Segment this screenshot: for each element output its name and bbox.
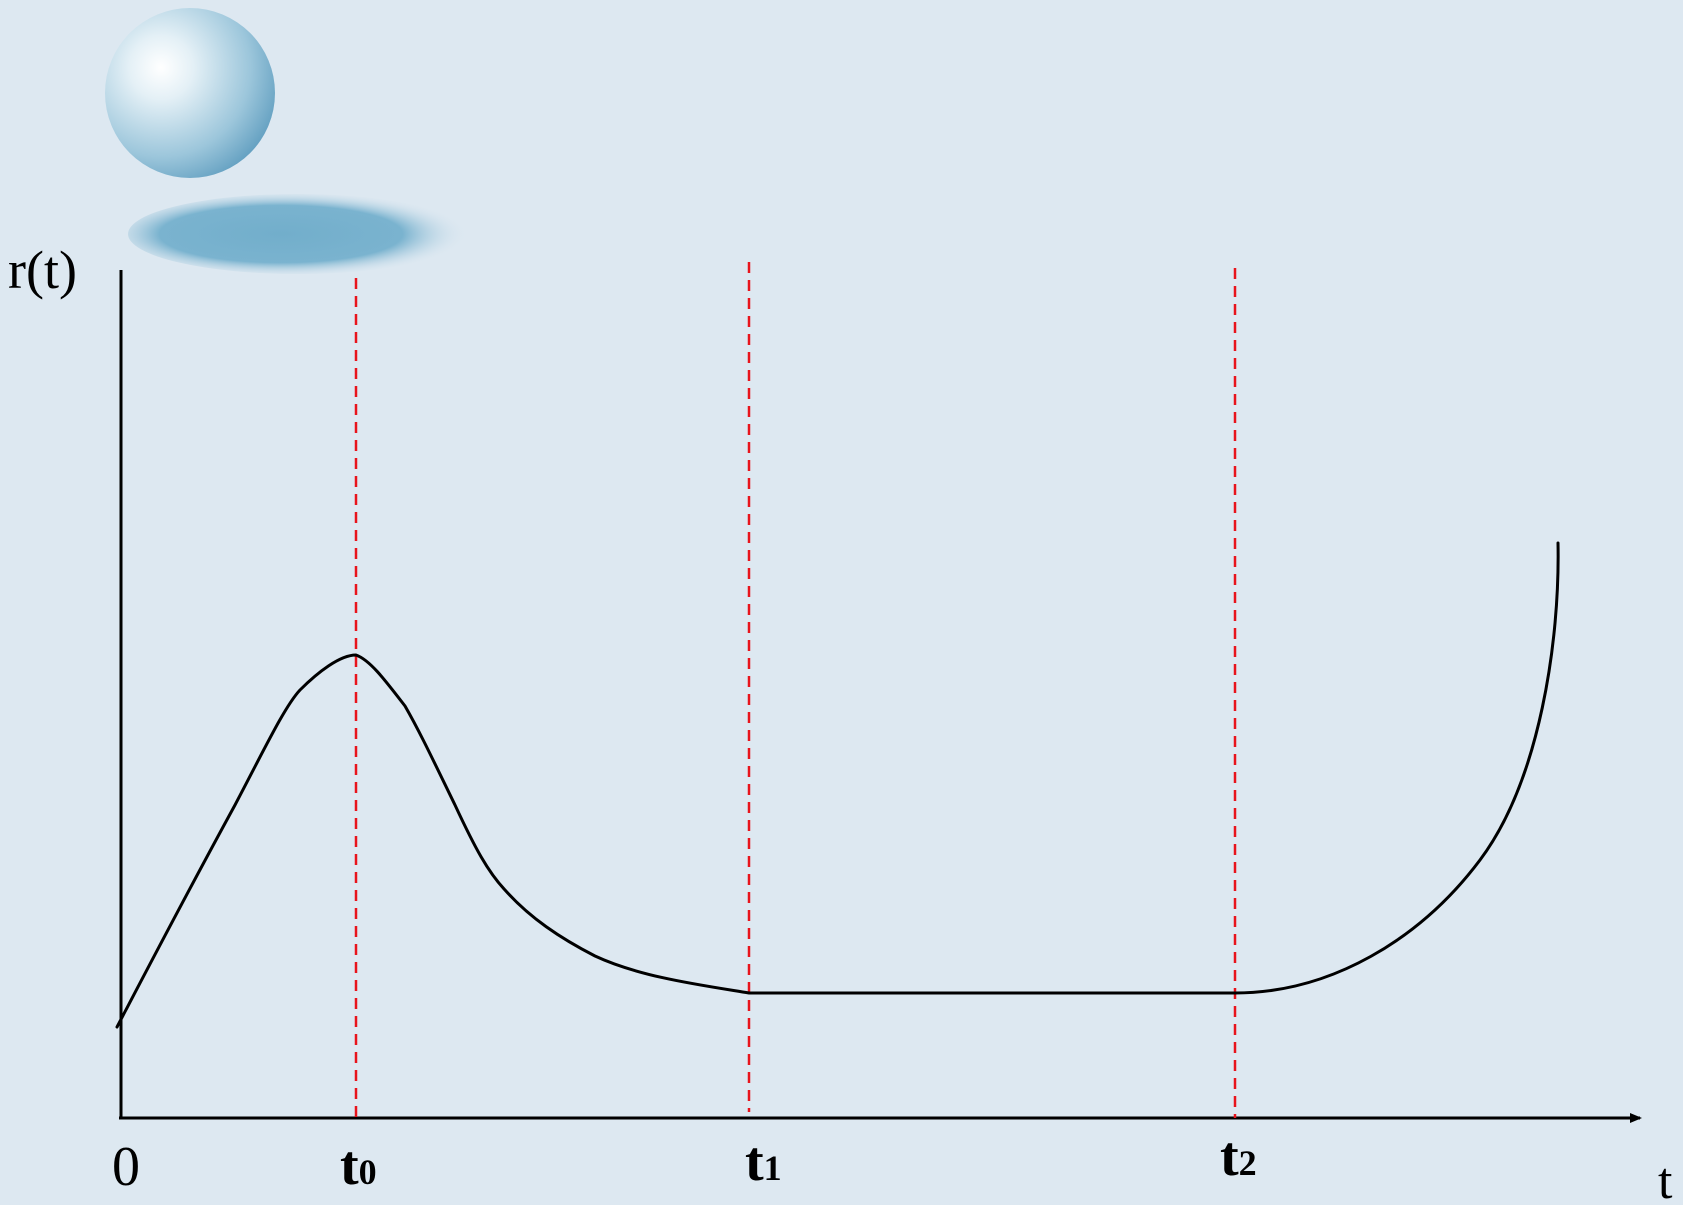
tick-label-t2: t2 xyxy=(1220,1126,1257,1188)
y-axis-label: r(t) xyxy=(8,240,77,300)
sphere-decoration xyxy=(105,8,468,274)
sphere xyxy=(105,8,275,178)
tick-label-t1: t1 xyxy=(745,1131,782,1193)
origin-label: 0 xyxy=(112,1136,140,1198)
tick-label-t0: t0 xyxy=(340,1135,377,1197)
sphere-shadow xyxy=(128,194,468,274)
x-axis-label: t xyxy=(1658,1153,1673,1205)
r-curve xyxy=(115,541,1560,1029)
